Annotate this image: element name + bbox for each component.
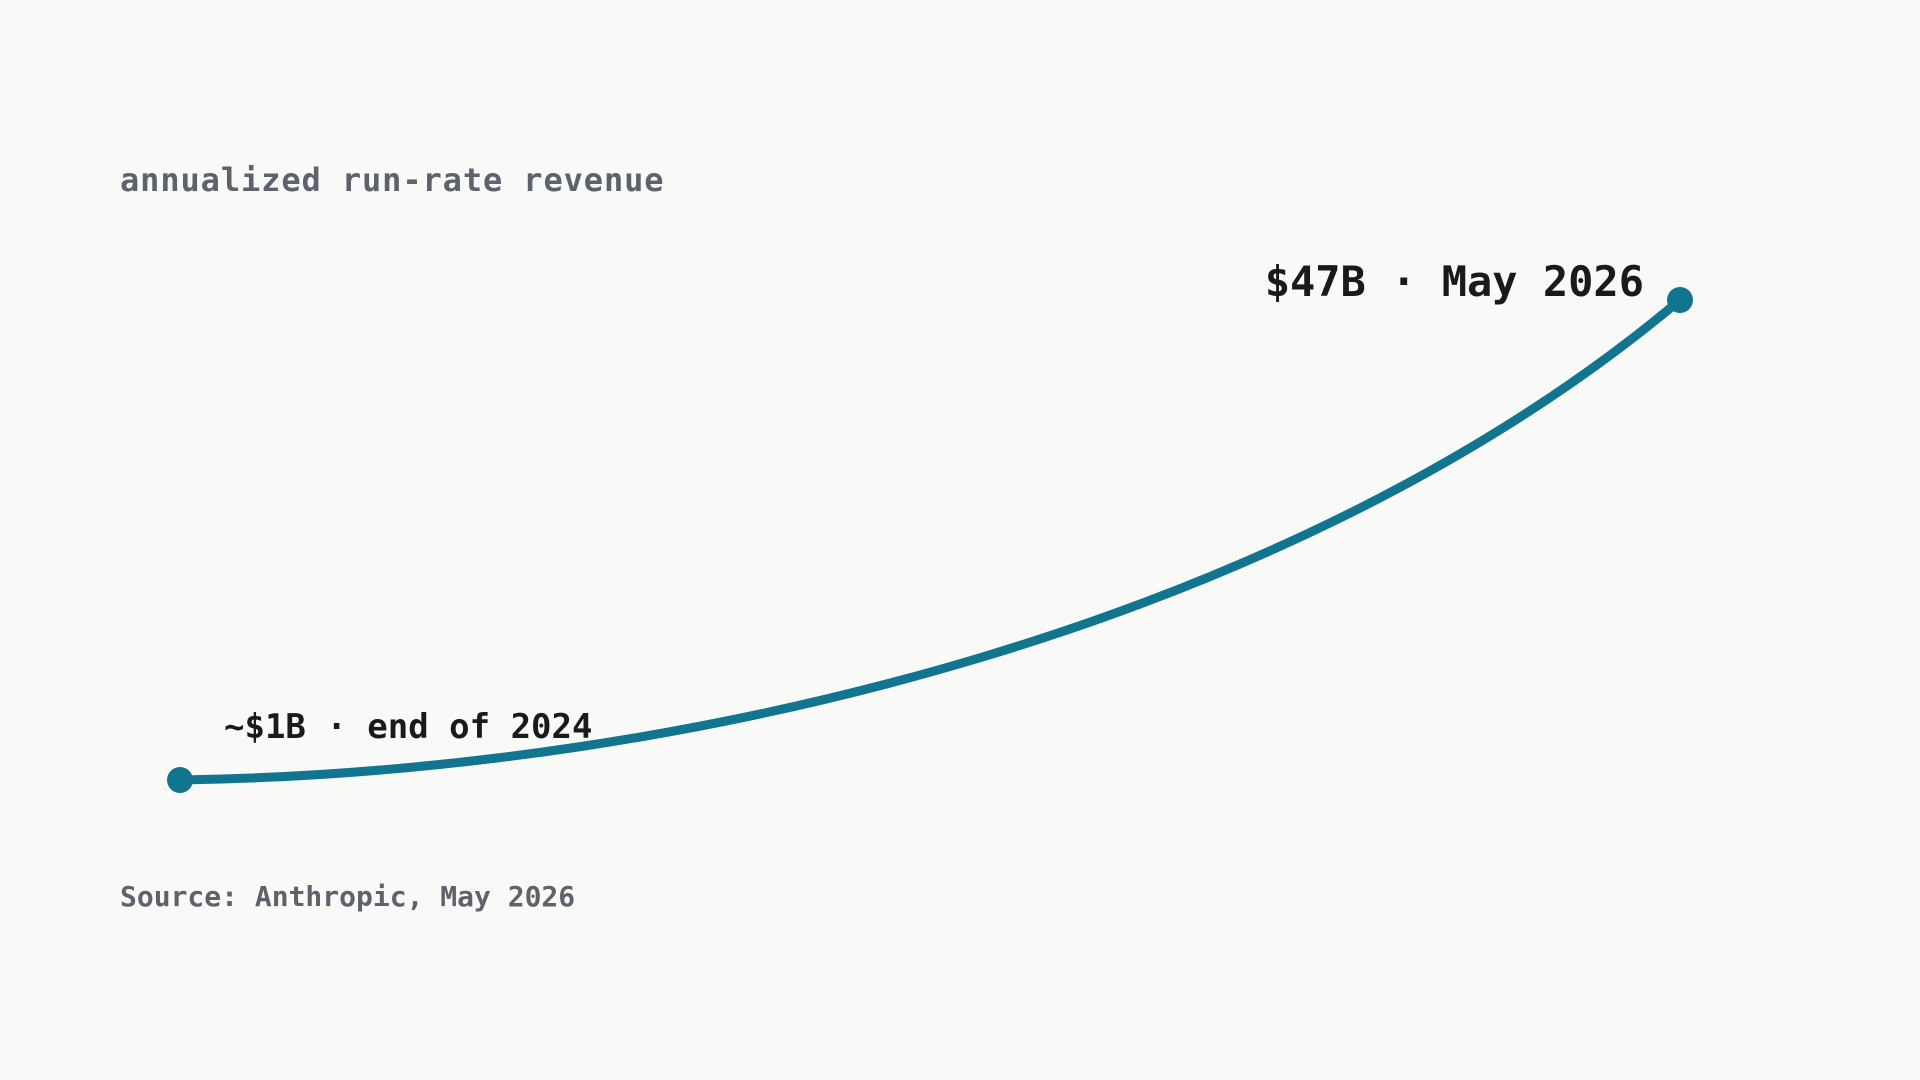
revenue-line (175, 295, 1685, 785)
end-point-marker (1667, 287, 1693, 313)
end-point-label: $47B · May 2026 (1265, 257, 1644, 306)
start-point-label: ~$1B · end of 2024 (224, 707, 592, 747)
start-point-marker (167, 767, 193, 793)
chart-subtitle: annualized run-rate revenue (120, 161, 665, 199)
source-note: Source: Anthropic, May 2026 (120, 880, 576, 913)
